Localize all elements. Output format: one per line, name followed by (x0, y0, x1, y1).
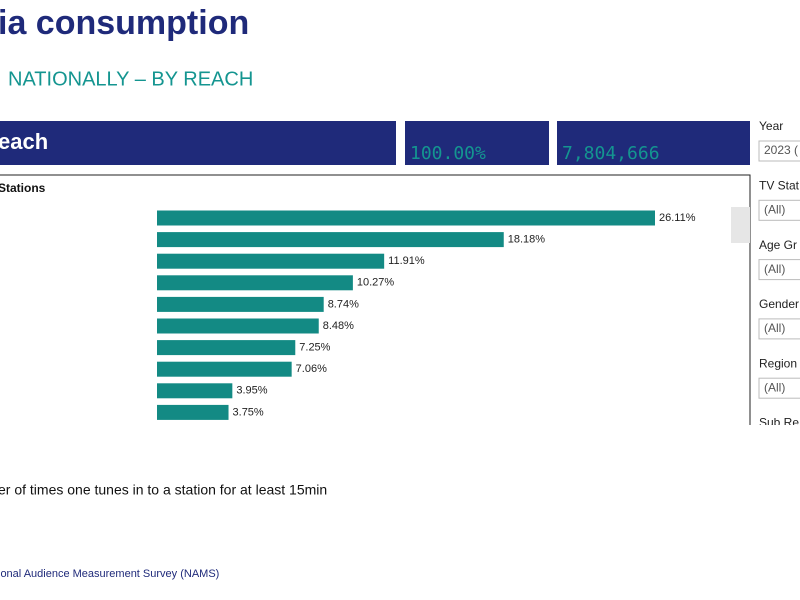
data-label: 7.06% (296, 363, 327, 375)
kpi-box (557, 121, 750, 165)
data-label: 8.48% (323, 320, 354, 332)
filter-dropdown[interactable] (758, 140, 800, 162)
bars: 26.11% 18.18% 11.91% 10.27% 8.74% 8.48% 7.25% 7… (157, 210, 696, 420)
filters: Year 2023 ( TV Stat (All) Age Gr (All) Gender (… (758, 119, 800, 430)
filter-value: (All) (764, 202, 785, 216)
kpi-box (405, 121, 549, 165)
data-label: 3.95% (236, 385, 267, 397)
bar[interactable] (157, 404, 229, 420)
panel-border (0, 174, 751, 425)
data-label: 7.25% (299, 342, 330, 354)
bar[interactable] (157, 383, 233, 399)
data-label: 8.74% (328, 298, 359, 310)
data-label: 26.11% (659, 212, 696, 224)
filter-value: (All) (764, 262, 785, 276)
bar[interactable] (157, 253, 385, 269)
bar[interactable] (157, 340, 296, 356)
data-label: 18.18% (508, 234, 546, 246)
filter-dropdown[interactable] (758, 318, 800, 340)
title: ia consumption (0, 4, 249, 42)
filter-label: TV Stat (759, 178, 800, 192)
bar[interactable] (157, 232, 504, 248)
filter-value: (All) (764, 321, 785, 335)
filter-dropdown[interactable] (758, 199, 800, 221)
kpi-share: 100.00% (410, 143, 486, 164)
bar[interactable] (157, 318, 319, 334)
data-label: 11.91% (388, 255, 425, 267)
kpi-banner (0, 121, 396, 165)
kpi-total: 7,804,666 (562, 143, 660, 164)
filter-dropdown[interactable] (758, 377, 800, 399)
chart-panel (0, 174, 751, 425)
filter-value: 2023 ( (764, 143, 798, 157)
filter-label: Sub Re (759, 416, 799, 430)
kpi-label: each (0, 129, 48, 154)
bar[interactable] (157, 296, 324, 312)
filter-value: (All) (764, 380, 785, 394)
scrollbar[interactable] (731, 207, 750, 243)
footer: ional Audience Measurement Survey (NAMS) (0, 568, 219, 580)
data-label: 3.75% (233, 406, 264, 418)
filter-label: Region (759, 356, 797, 370)
filter-dropdown[interactable] (758, 259, 800, 281)
filter-label: Year (759, 119, 783, 133)
bar[interactable] (157, 210, 655, 226)
chart-title: Stations (0, 181, 46, 195)
bar[interactable] (157, 275, 353, 291)
filter-label: Age Gr (759, 238, 797, 252)
filter-label: Gender (759, 297, 799, 311)
subtitle: NATIONALLY – BY REACH (8, 68, 253, 90)
note: er of times one tunes in to a station fo… (0, 482, 327, 498)
bar[interactable] (157, 361, 292, 377)
data-label: 10.27% (357, 277, 395, 289)
